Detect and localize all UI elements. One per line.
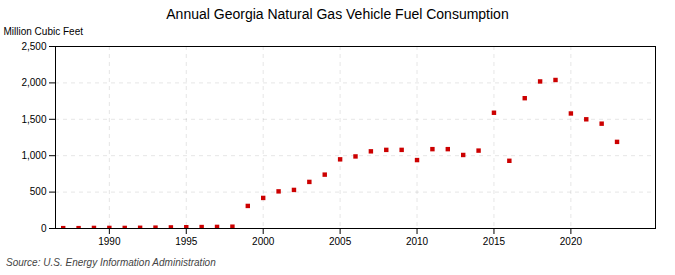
svg-text:0: 0 [41, 223, 47, 234]
html-text:Annual Georgia Natural Gas Veh: Annual Georgia Natural Gas Vehicle Fuel … [166, 6, 509, 22]
svg-text:2000: 2000 [252, 236, 275, 247]
html-text:Source: U.S. Energy Informatio: Source: U.S. Energy Information Administ… [6, 257, 216, 268]
svg-text:1990: 1990 [98, 236, 121, 247]
svg-text:1,500: 1,500 [21, 114, 46, 125]
svg-text:2015: 2015 [483, 236, 506, 247]
svg-text:2,500: 2,500 [21, 41, 46, 52]
svg-text:1995: 1995 [175, 236, 198, 247]
svg-text:500: 500 [30, 186, 47, 197]
svg-text:2010: 2010 [406, 236, 429, 247]
svg-text:Million Cubic Feet: Million Cubic Feet [4, 26, 84, 37]
svg-text:2,000: 2,000 [21, 77, 46, 88]
svg-text:2020: 2020 [560, 236, 583, 247]
svg-text:1,000: 1,000 [21, 150, 46, 161]
svg-text:2005: 2005 [329, 236, 352, 247]
